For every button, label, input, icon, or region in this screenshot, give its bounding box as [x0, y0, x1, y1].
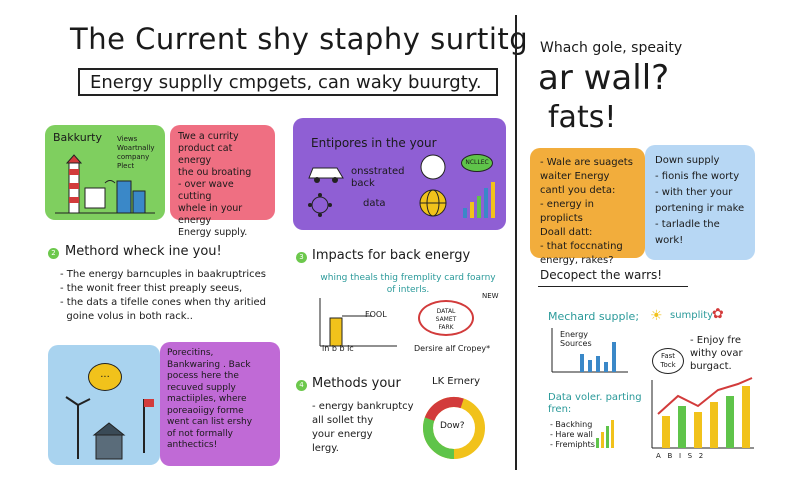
section2-line: goine volus in both rack..	[60, 311, 193, 322]
stamp: DATAL SAMET FARK	[418, 300, 474, 336]
fool-label: FOOL	[365, 310, 387, 319]
globe-icon	[419, 189, 447, 217]
section2-line: - the dats a tifelle cones when thy arit…	[60, 297, 266, 308]
decopect-title: Decopect the warrs!	[540, 268, 663, 282]
pink-card: Twe a currity product cat energy the ou …	[170, 125, 275, 238]
data-voler-label: Data voler. parting fren:	[548, 392, 642, 415]
mini-bar-chart	[551, 328, 628, 373]
section-3-number: 3	[296, 252, 307, 263]
section3-title: Impacts for back energy	[312, 248, 471, 263]
right-header: Whach gole, speaity	[540, 40, 683, 56]
network-icon	[308, 193, 332, 217]
purple-bottom-card: Porecitins, Bankwaring . Back pocess her…	[160, 342, 280, 466]
small-chart-icon	[319, 298, 397, 347]
right-big: ar wall?	[538, 58, 670, 98]
sumplity-label: sumplity	[670, 310, 714, 321]
subtitle-box: Energy supplly cmpgets, can waky buurgty…	[78, 68, 498, 96]
purple-top-card: Entipores in the your onsstrated back NC…	[293, 118, 506, 230]
purple-top-label1: onsstrated back	[351, 166, 405, 189]
trend-bar-chart	[651, 377, 754, 449]
clock-icon	[420, 154, 446, 180]
car-icon	[308, 167, 344, 183]
green-card-title: Bakkurty	[53, 131, 103, 144]
mechard-label: Mechard supple;	[548, 310, 640, 323]
section4-lines: - energy bankruptcy all sollet thy your …	[312, 401, 414, 454]
blue-card: Down supply - fionis fhe worty - with th…	[645, 145, 755, 260]
purple-top-title: Entipores in the your	[311, 136, 437, 150]
divider	[515, 15, 517, 470]
section2-list: - The energy barncuples in baakruptrices…	[60, 268, 266, 324]
donut-label: Dow?	[440, 421, 465, 431]
section4-title: Methods your	[312, 376, 401, 391]
section-2-number: 2	[48, 248, 59, 259]
new-label: NEW	[482, 292, 499, 300]
purple-top-label2: data	[363, 198, 386, 209]
enjoy-text: - Enjoy fre withy ovar burgact.	[690, 335, 743, 372]
section2-line: - the wonit freer thist preaply seeus,	[60, 283, 243, 294]
badge: NCLLEC	[461, 154, 493, 172]
light-blue-card: ...	[48, 345, 160, 465]
energy-sources-label: Energy Sources	[560, 330, 592, 348]
section-4-number: 4	[296, 380, 307, 391]
data-list: - Backhing - Hare wall - Fremiphts	[550, 420, 595, 449]
green-card-note: Views Woartnally company Plect	[117, 135, 155, 170]
orange-card: - Wale are suagets waiter Energy cantl y…	[530, 148, 645, 266]
tiny-bars	[596, 420, 614, 448]
fast-tock-bubble: Fast Tock	[652, 348, 684, 374]
gear-icon: ✿	[712, 306, 724, 322]
section2-title: Methord wheck ine you!	[65, 244, 222, 259]
green-card: Bakkurty Views Woartnally company Plect	[45, 125, 165, 220]
section3-caption: Dersire alf Cropey*	[414, 344, 491, 353]
section2-line: - The energy barncuples in baakruptrices	[60, 269, 266, 280]
windmill-house-icon	[65, 396, 154, 460]
right-big2: fats!	[548, 100, 617, 135]
bar-icon	[463, 182, 495, 218]
speech-bubble: ...	[88, 363, 122, 391]
page-title: The Current shy staphy surtitg	[70, 22, 529, 56]
decopect-underline	[538, 286, 688, 287]
lighthouse-icon	[55, 154, 155, 214]
section3-teal: whing theals thig fremplity card foarny …	[320, 273, 496, 295]
bar-labels: A B I S 2	[656, 452, 704, 460]
sun-icon: ☀	[650, 308, 663, 324]
donut-chart	[423, 397, 485, 459]
donut-title: LK Ernery	[432, 376, 481, 387]
axis-label: in b b lc	[322, 344, 354, 353]
